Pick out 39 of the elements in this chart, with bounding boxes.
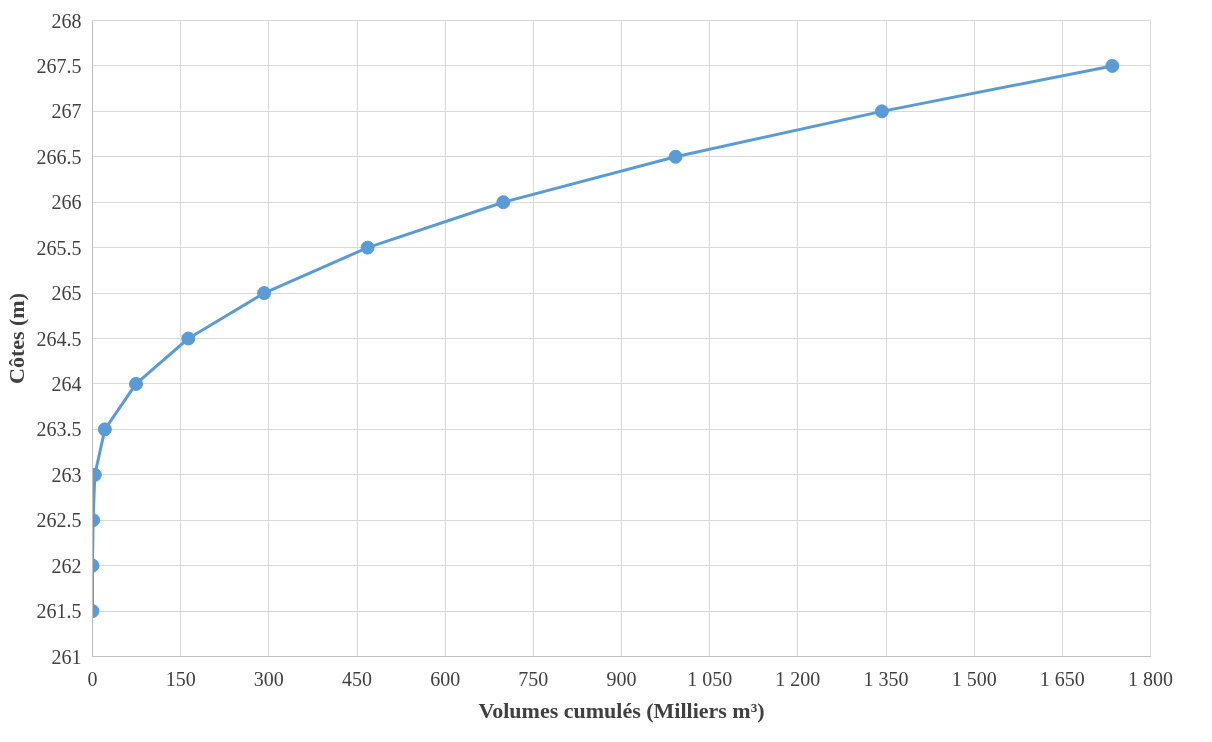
point xyxy=(181,331,196,346)
y-tick-label: 263 xyxy=(51,463,82,486)
x-tick-label: 900 xyxy=(606,667,637,690)
y-tick-label: 265 xyxy=(51,282,82,305)
x-tick-label: 1 650 xyxy=(1039,667,1085,690)
x-tick-label: 600 xyxy=(430,667,461,690)
point xyxy=(97,422,112,437)
y-tick-label: 268 xyxy=(51,9,82,32)
x-tick-label: 0 xyxy=(87,667,98,690)
x-tick-label: 1 350 xyxy=(863,667,909,690)
x-tick-label: 1 800 xyxy=(1128,667,1173,690)
x-tick-label: 1 050 xyxy=(687,667,733,690)
y-tick-label: 267.5 xyxy=(36,54,82,77)
y-tick-label: 262 xyxy=(51,554,82,577)
x-tick-label: 300 xyxy=(253,667,284,690)
y-tick-label: 266.5 xyxy=(36,145,82,168)
y-tick-label: 261 xyxy=(51,645,82,668)
x-tick-label: 1 200 xyxy=(775,667,821,690)
x-axis-title: Volumes cumulés (Milliers m³) xyxy=(478,697,765,723)
point xyxy=(129,376,143,391)
x-tick-label: 450 xyxy=(342,667,372,690)
y-tick-label: 267 xyxy=(51,100,82,123)
y-tick-label: 263.5 xyxy=(36,418,82,441)
y-axis-title: Côtes (m) xyxy=(3,292,29,385)
point xyxy=(874,104,889,119)
point xyxy=(668,149,683,164)
y-tick-label: 261.5 xyxy=(36,600,82,623)
x-tick-label: 1 500 xyxy=(951,667,997,690)
point xyxy=(360,240,375,255)
y-tick-label: 264.5 xyxy=(36,327,82,350)
y-tick-label: 266 xyxy=(51,191,82,214)
y-tick-label: 262.5 xyxy=(36,509,82,532)
x-tick-label: 750 xyxy=(518,667,549,690)
point xyxy=(496,195,511,210)
point xyxy=(257,286,272,301)
x-tick-label: 150 xyxy=(165,667,196,690)
y-tick-label: 265.5 xyxy=(36,236,82,259)
y-tick-label: 264 xyxy=(51,372,82,395)
point xyxy=(1105,58,1120,73)
